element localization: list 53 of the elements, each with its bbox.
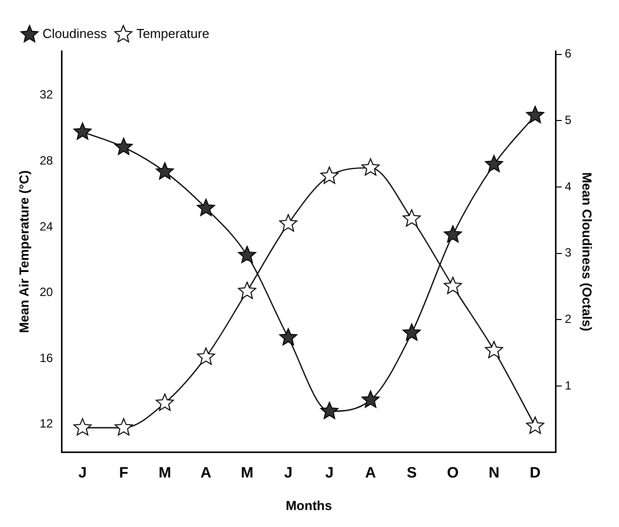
point [484,154,504,172]
y-tick-label: 16 [40,350,54,365]
y2-tick-label: 4 [564,179,572,194]
y2-tick-label: 1 [564,378,572,392]
point [484,340,504,358]
x-tick-label: A [365,464,376,482]
point [320,166,338,184]
point [238,282,256,299]
x-tick-label: O [447,464,460,482]
x-tick-label: J [325,464,334,482]
point [444,276,462,294]
y2-tick-label: 6 [564,46,572,61]
point [526,106,544,124]
y2-axis-title: Mean Cloudiness (Octals) [580,172,595,332]
point [279,328,298,346]
y-axis-title: Mean Air Temperature (°C) [16,170,32,334]
point [156,394,174,411]
point [362,390,380,408]
point [526,416,544,434]
legend-label: Cloudiness [42,26,108,42]
y-tick-label: 12 [40,416,54,431]
y-tick-label: 32 [40,88,54,102]
x-tick-label: D [530,464,541,482]
x-tick-label: A [200,464,212,482]
point [196,347,216,365]
point [402,209,421,227]
point [279,214,298,232]
y2-tick-label: 5 [564,112,572,127]
point [73,122,92,140]
x-axis-title: Months [286,498,332,513]
x-tick-label: N [488,464,500,482]
point [362,158,380,176]
legend-label: Temperature [136,26,210,42]
point [444,225,462,243]
x-tick-label: M [158,464,172,482]
x-tick-label: J [78,464,87,482]
y-tick-label: 20 [40,285,54,300]
point [114,138,133,155]
x-tick-label: S [406,464,417,482]
point [114,418,133,436]
x-tick-label: M [240,464,254,482]
point [73,418,92,436]
y2-tick-label: 2 [564,312,572,326]
y2-tick-label: 3 [564,246,572,260]
point [320,402,338,420]
y-tick-label: 28 [40,154,54,168]
x-tick-label: F [119,464,128,482]
point [238,246,256,264]
point [402,323,421,341]
point [156,162,174,180]
x-tick-label: J [284,464,292,482]
point [196,198,216,216]
y-tick-label: 24 [40,219,54,234]
